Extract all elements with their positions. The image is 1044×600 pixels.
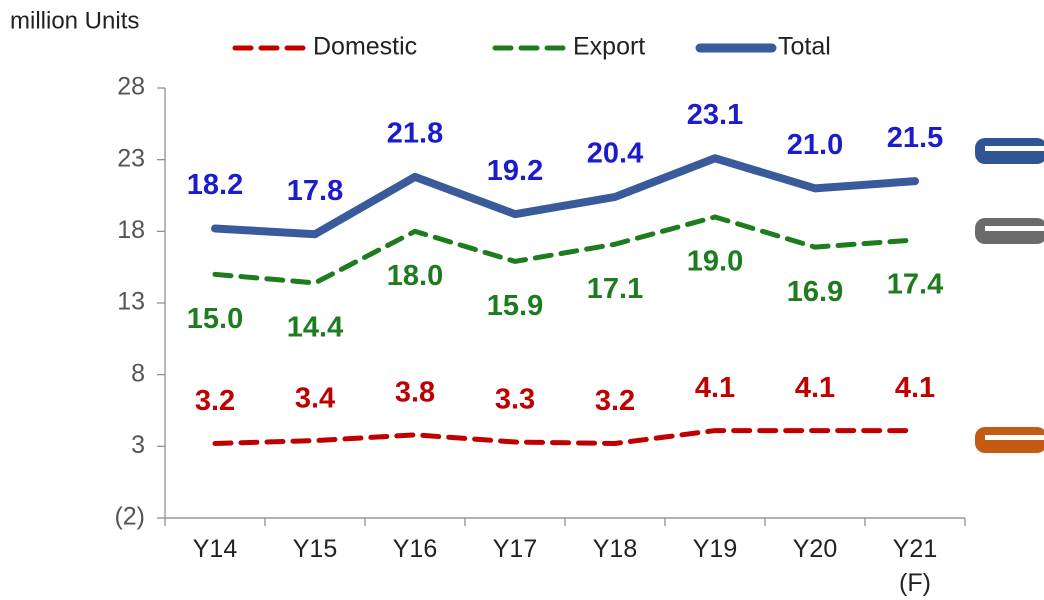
data-label: 19.0 — [687, 246, 743, 278]
data-label: 4.1 — [695, 372, 735, 404]
data-label: 17.4 — [887, 269, 943, 301]
x-tick-label: Y17 — [492, 535, 538, 563]
x-tick-label: Y19 — [692, 535, 738, 563]
data-label: 3.2 — [595, 385, 635, 417]
y-tick-label: 18 — [117, 216, 145, 244]
legend-label: Total — [778, 33, 831, 61]
x-tick-label: Y18 — [592, 535, 638, 563]
data-label: 15.9 — [487, 290, 543, 322]
data-label: 20.4 — [587, 138, 643, 170]
y-tick-label: 3 — [131, 431, 145, 459]
data-label: 19.2 — [487, 155, 543, 187]
legend-label: Export — [573, 33, 645, 61]
series-line — [211, 154, 919, 239]
data-label: 4.1 — [895, 372, 935, 404]
y-tick-label: 13 — [117, 288, 145, 316]
data-label: 3.8 — [395, 377, 435, 409]
x-tick-label: Y21 (F) — [892, 535, 938, 597]
data-label: 3.3 — [495, 384, 535, 416]
y-tick-label: (2) — [114, 503, 145, 531]
data-label: 17.8 — [287, 175, 343, 207]
x-tick-label: Y15 — [292, 535, 338, 563]
y-tick-label: 8 — [131, 359, 145, 387]
x-tick-label: Y16 — [392, 535, 438, 563]
data-label: 21.5 — [887, 122, 943, 154]
data-label: 18.0 — [387, 260, 443, 292]
legend-label: Domestic — [313, 33, 417, 61]
data-label: 23.1 — [687, 99, 743, 131]
icon-detail — [985, 146, 1044, 151]
data-label: 18.2 — [187, 169, 243, 201]
data-label: 3.4 — [295, 382, 335, 414]
icon-detail — [985, 226, 1044, 231]
data-label: 4.1 — [795, 372, 835, 404]
car-icons — [975, 138, 1044, 453]
x-tick-label: Y20 — [792, 535, 838, 563]
data-label: 21.8 — [387, 118, 443, 150]
data-label: 21.0 — [787, 129, 843, 161]
data-label: 3.2 — [195, 385, 235, 417]
data-label: 15.0 — [187, 303, 243, 335]
y-tick-label: 23 — [117, 144, 145, 172]
data-label: 16.9 — [787, 276, 843, 308]
y-tick-label: 28 — [117, 73, 145, 101]
series-line — [212, 428, 918, 446]
x-tick-label: Y14 — [192, 535, 238, 563]
icon-detail — [985, 435, 1044, 440]
data-label: 17.1 — [587, 273, 643, 305]
series-line — [212, 214, 918, 286]
data-label: 14.4 — [287, 312, 343, 344]
y-axis-title: million Units — [10, 7, 139, 34]
